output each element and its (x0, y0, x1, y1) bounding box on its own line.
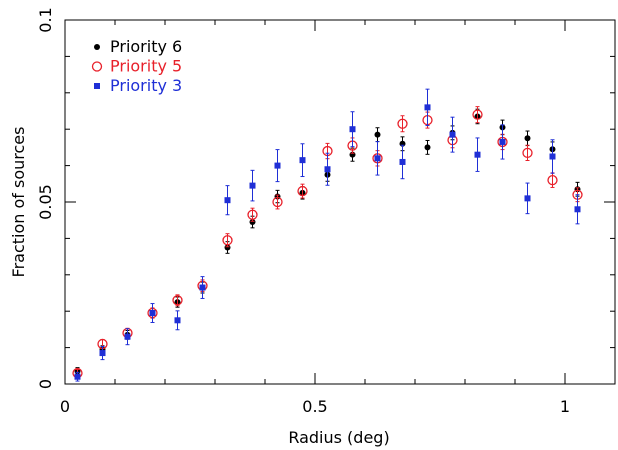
data-point (524, 195, 531, 202)
legend-entry: Priority 3 (94, 76, 182, 95)
data-point (547, 175, 558, 186)
x-tick-label: 1 (560, 397, 570, 416)
legend-label: Priority 6 (110, 37, 182, 56)
data-series (72, 88, 583, 382)
legend-entry: Priority 6 (94, 37, 182, 56)
y-tick-label: 0.1 (36, 7, 55, 32)
legend-marker (91, 61, 103, 72)
data-point (472, 109, 483, 120)
data-point (574, 206, 581, 213)
data-point (224, 244, 231, 251)
data-point (124, 333, 131, 340)
data-point (297, 185, 308, 197)
data-point (174, 317, 181, 324)
legend-entry: Priority 5 (91, 57, 182, 76)
axis-tick-labels: 0 0.5 1 0 0.05 0.1 (36, 7, 570, 416)
y-tick-label: 0.05 (36, 184, 55, 220)
data-point (349, 126, 356, 133)
data-point (247, 209, 258, 220)
data-point (249, 182, 256, 189)
data-point (424, 104, 431, 111)
data-point (272, 196, 283, 208)
legend-label: Priority 5 (110, 57, 182, 76)
data-point (149, 310, 156, 317)
y-axis-label: Fraction of sources (9, 127, 28, 278)
data-point (524, 135, 531, 142)
data-point (397, 118, 408, 129)
series-3 (74, 88, 581, 382)
x-axis-label: Radius (deg) (288, 428, 389, 447)
data-point (324, 166, 331, 173)
data-point (474, 151, 481, 158)
data-point (374, 155, 381, 162)
legend-label: Priority 3 (110, 76, 182, 95)
data-point (199, 284, 206, 291)
legend-marker (94, 83, 100, 89)
legend-marker (94, 44, 100, 50)
data-point (399, 158, 406, 165)
data-point (549, 153, 556, 160)
data-point (172, 295, 183, 306)
y-tick-label: 0 (36, 379, 55, 389)
data-point (499, 138, 506, 145)
data-point (274, 162, 281, 169)
data-point (424, 144, 431, 151)
series-2 (72, 106, 583, 379)
data-point (99, 350, 106, 357)
data-point (299, 157, 306, 164)
data-point (222, 235, 233, 246)
axis-ticks (64, 19, 616, 385)
data-point (374, 131, 381, 138)
data-point (449, 131, 456, 138)
x-tick-label: 0.5 (302, 397, 327, 416)
data-point (74, 373, 81, 380)
data-point (522, 147, 533, 159)
data-point (249, 219, 256, 226)
x-tick-label: 0 (60, 397, 70, 416)
data-point (224, 197, 231, 204)
